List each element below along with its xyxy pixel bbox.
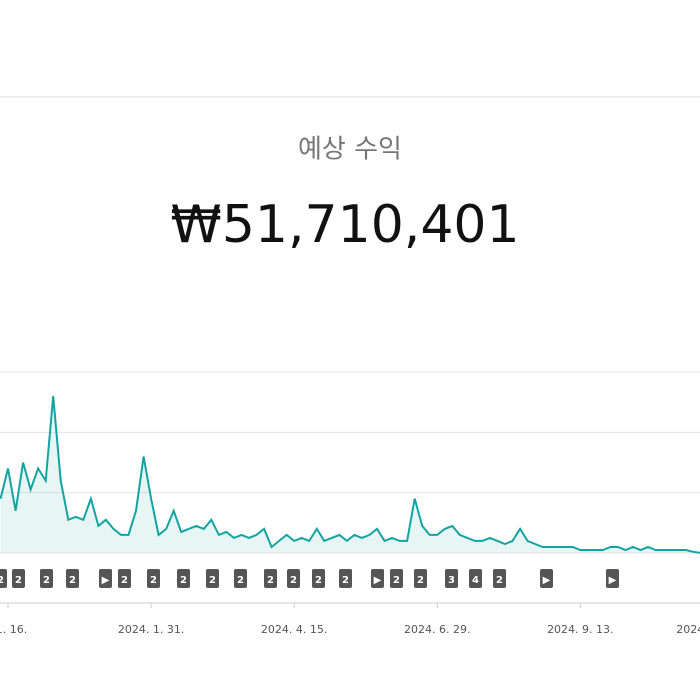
- marker-box: [606, 569, 619, 588]
- marker-label: 2: [342, 575, 349, 586]
- marker-label: ▶: [374, 575, 382, 586]
- marker-label: ▶: [102, 575, 110, 586]
- metric-value: ₩51,710,401: [170, 195, 519, 255]
- marker-label: ▶: [543, 575, 551, 586]
- x-tick-label: 2024. 6. 29.: [404, 623, 470, 636]
- marker-box: [118, 569, 131, 588]
- video-marker[interactable]: 2: [312, 569, 325, 588]
- marker-label: 2: [237, 575, 244, 586]
- video-marker[interactable]: 2: [177, 569, 190, 588]
- x-tick-label: 2024. 1. 31.: [118, 623, 184, 636]
- marker-box: [469, 569, 482, 588]
- video-marker[interactable]: 2: [390, 569, 403, 588]
- marker-box: [177, 569, 190, 588]
- marker-label: 2: [150, 575, 157, 586]
- marker-label: 2: [496, 575, 503, 586]
- marker-label: 2: [417, 575, 424, 586]
- marker-label: 2: [267, 575, 274, 586]
- area: [0, 396, 700, 553]
- marker-box: [371, 569, 384, 588]
- marker-box: [339, 569, 352, 588]
- marker-box: [0, 569, 7, 588]
- x-tick-label: 11. 16.: [0, 623, 27, 636]
- x-tick-label: 2024. 4. 15.: [261, 623, 327, 636]
- marker-box: [99, 569, 112, 588]
- video-marker[interactable]: ▶: [540, 569, 553, 588]
- video-marker[interactable]: 2: [206, 569, 219, 588]
- x-tick-label: 2024. 11: [676, 623, 700, 636]
- marker-label: 2: [290, 575, 297, 586]
- marker-box: [12, 569, 25, 588]
- marker-label: 2: [180, 575, 187, 586]
- video-marker[interactable]: 2: [414, 569, 427, 588]
- x-tick-label: 2024. 9. 13.: [547, 623, 613, 636]
- marker-box: [40, 569, 53, 588]
- video-marker[interactable]: 2: [0, 569, 7, 588]
- marker-box: [206, 569, 219, 588]
- marker-label: 3: [448, 575, 455, 586]
- marker-box: [445, 569, 458, 588]
- video-marker[interactable]: 2: [147, 569, 160, 588]
- marker-box: [287, 569, 300, 588]
- video-marker[interactable]: 4: [469, 569, 482, 588]
- video-marker[interactable]: ▶: [606, 569, 619, 588]
- marker-label: 2: [315, 575, 322, 586]
- video-marker[interactable]: 2: [12, 569, 25, 588]
- video-marker[interactable]: 2: [234, 569, 247, 588]
- video-marker[interactable]: ▶: [371, 569, 384, 588]
- marker-box: [264, 569, 277, 588]
- video-marker[interactable]: 2: [40, 569, 53, 588]
- video-marker[interactable]: 2: [118, 569, 131, 588]
- video-marker[interactable]: 2: [339, 569, 352, 588]
- marker-box: [540, 569, 553, 588]
- video-marker[interactable]: 2: [264, 569, 277, 588]
- marker-label: ▶: [609, 575, 617, 586]
- marker-box: [312, 569, 325, 588]
- line: [0, 396, 700, 554]
- marker-label: 2: [69, 575, 76, 586]
- marker-label: 2: [15, 575, 22, 586]
- marker-label: 2: [121, 575, 128, 586]
- marker-label: 2: [393, 575, 400, 586]
- marker-box: [66, 569, 79, 588]
- marker-box: [414, 569, 427, 588]
- video-marker[interactable]: ▶: [99, 569, 112, 588]
- marker-label: 2: [209, 575, 216, 586]
- marker-box: [493, 569, 506, 588]
- video-marker[interactable]: 2: [493, 569, 506, 588]
- video-marker[interactable]: 3: [445, 569, 458, 588]
- metric-label: 예상 수익: [298, 135, 402, 165]
- marker-box: [234, 569, 247, 588]
- marker-box: [147, 569, 160, 588]
- marker-label: 2: [43, 575, 50, 586]
- marker-label: 2: [0, 575, 4, 586]
- marker-box: [390, 569, 403, 588]
- marker-label: 4: [472, 575, 479, 586]
- video-marker[interactable]: 2: [287, 569, 300, 588]
- video-marker[interactable]: 2: [66, 569, 79, 588]
